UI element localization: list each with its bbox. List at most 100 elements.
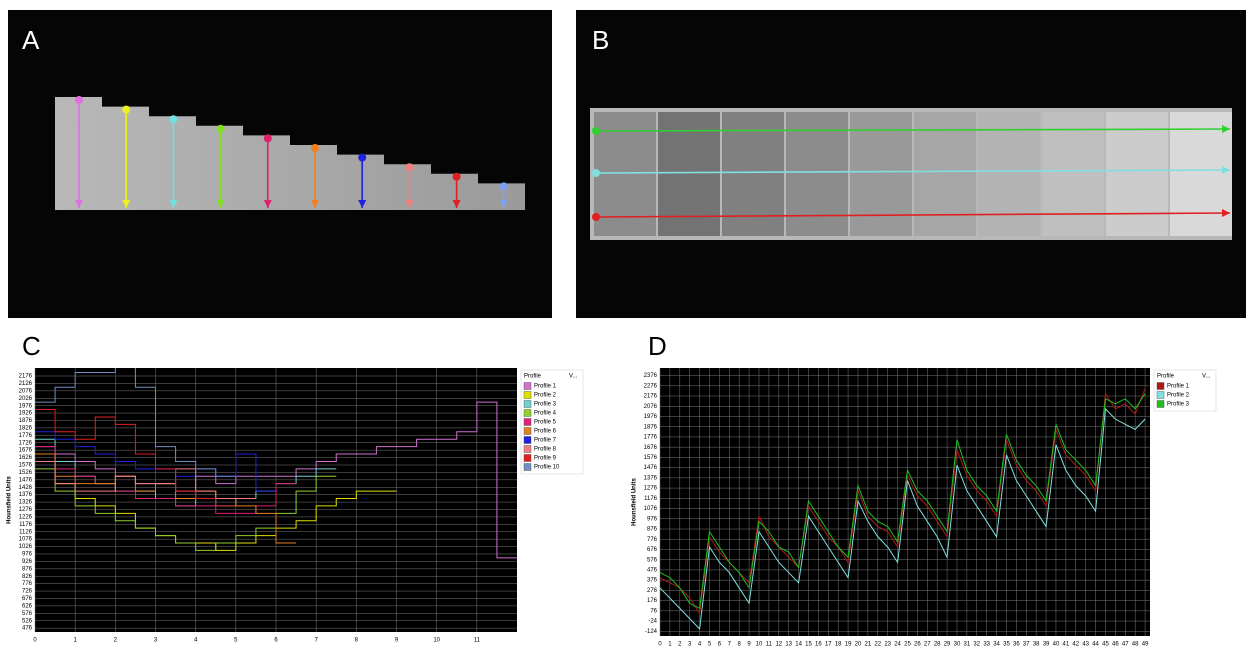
arrow-head (311, 200, 319, 208)
y-tick-label: 1376 (19, 492, 33, 498)
legend-label: Profile 1 (534, 384, 557, 390)
legend-title: Profile (1157, 374, 1175, 380)
legend-label: Profile 3 (1167, 402, 1190, 408)
arrow-head (122, 200, 131, 208)
y-tick-label: 1276 (644, 486, 658, 492)
series-line (35, 409, 236, 507)
x-tick-label: 21 (865, 642, 872, 648)
x-tick-label: 39 (1043, 642, 1050, 648)
arrow-start (358, 153, 367, 162)
block (1170, 112, 1232, 236)
y-tick-label: 726 (22, 589, 33, 595)
x-tick-label: 44 (1092, 642, 1099, 648)
legend-label: Profile 1 (1167, 384, 1190, 390)
y-tick-label: -124 (645, 629, 658, 635)
arrow-start (311, 144, 319, 152)
x-tick-label: 8 (738, 642, 742, 648)
y-tick-label: 2076 (644, 404, 658, 410)
y-tick-label: 1876 (19, 418, 33, 424)
x-tick-label: 37 (1023, 642, 1030, 648)
x-tick-label: 25 (904, 642, 911, 648)
arrow-line (595, 212, 1231, 218)
y-tick-label: 2176 (644, 394, 658, 400)
y-tick-label: 2176 (19, 374, 33, 380)
series-group (35, 368, 517, 559)
x-tick-label: 38 (1033, 642, 1040, 648)
arrow-head (405, 200, 414, 208)
legend-title: Profile (524, 374, 542, 380)
y-tick-label: 1126 (19, 529, 33, 535)
y-tick-label: 626 (22, 603, 33, 609)
arrow-start (592, 127, 600, 135)
legend-label: Profile 9 (534, 456, 557, 462)
x-tick-label: 35 (1003, 642, 1010, 648)
x-tick-label: 11 (474, 638, 481, 644)
legend-swatch (523, 463, 532, 471)
y-tick-label: 1776 (19, 433, 33, 439)
panel-label: D (648, 331, 667, 361)
y-tick-label: 76 (650, 608, 657, 614)
y-tick-label: 1676 (19, 448, 33, 454)
x-tick-label: 6 (718, 642, 722, 648)
y-tick-label: 1076 (19, 537, 33, 543)
y-tick-label: 1576 (19, 463, 33, 469)
arrow-head (1221, 166, 1230, 175)
arrow-head (216, 200, 225, 208)
x-tick-label: 10 (433, 638, 440, 644)
x-tick-label: 17 (825, 642, 832, 648)
y-tick-label: 2126 (19, 381, 33, 387)
panel-label: C (22, 331, 41, 361)
panel-label: A (22, 25, 40, 55)
y-tick-label: -24 (648, 619, 657, 625)
y-tick-label: 2076 (19, 388, 33, 394)
series-line (660, 393, 1146, 610)
x-tick-label: 6 (274, 638, 278, 644)
x-tick-label: 22 (874, 642, 881, 648)
legend-swatch (523, 436, 532, 444)
block (658, 112, 720, 236)
y-tick-label: 1576 (644, 455, 658, 461)
x-tick-label: 24 (894, 642, 901, 648)
y-tick-label: 976 (647, 516, 658, 522)
y-tick-label: 1276 (19, 507, 33, 513)
legend-header: V... (1202, 374, 1211, 380)
y-tick-label: 1476 (19, 477, 33, 483)
x-tick-label: 8 (355, 638, 359, 644)
y-tick-label: 1226 (19, 514, 33, 520)
x-tick-label: 34 (993, 642, 1000, 648)
x-tick-label: 47 (1122, 642, 1129, 648)
block (594, 112, 656, 236)
series-group (660, 388, 1146, 630)
arrow-start (169, 115, 178, 124)
series-line (35, 401, 517, 559)
x-tick-label: 7 (314, 638, 318, 644)
x-tick-label: 4 (698, 642, 702, 648)
arrow-head (452, 200, 461, 208)
wedge-image (55, 96, 525, 210)
block-image (590, 108, 1232, 240)
x-tick-label: 10 (756, 642, 763, 648)
y-tick-label: 1476 (644, 465, 658, 471)
y-tick-label: 876 (22, 566, 33, 572)
block (1042, 112, 1104, 236)
legend-label: Profile 2 (534, 393, 557, 399)
y-tick-label: 576 (22, 611, 33, 617)
x-tick-label: 48 (1132, 642, 1139, 648)
legend-swatch (523, 427, 532, 435)
x-tick-label: 32 (973, 642, 980, 648)
y-tick-label: 976 (22, 552, 33, 558)
y-tick-label: 2376 (644, 373, 658, 379)
legend-label: Profile 2 (1167, 393, 1190, 399)
x-tick-label: 19 (845, 642, 852, 648)
y-tick-label: 776 (647, 537, 658, 543)
chart: -124-24761762763764765766767768769761076… (632, 368, 1217, 648)
x-tick-label: 12 (775, 642, 782, 648)
y-tick-label: 876 (647, 527, 658, 533)
x-tick-label: 15 (805, 642, 812, 648)
x-tick-label: 16 (815, 642, 822, 648)
y-tick-label: 1926 (19, 411, 33, 417)
y-tick-label: 1726 (19, 440, 33, 446)
y-tick-label: 1976 (644, 414, 658, 420)
block (978, 112, 1040, 236)
x-tick-label: 23 (884, 642, 891, 648)
